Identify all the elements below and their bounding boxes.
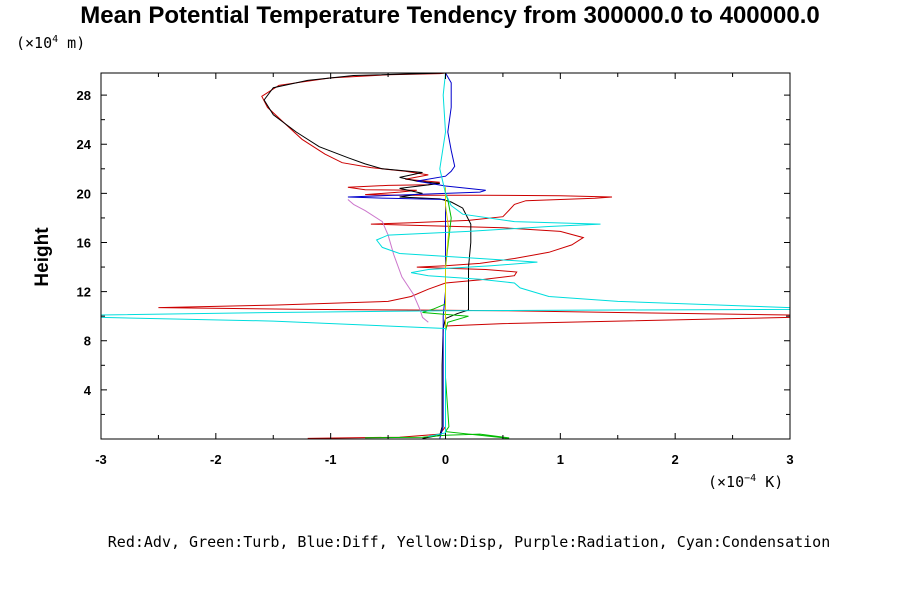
chart-title: Mean Potential Temperature Tendency from… (80, 2, 820, 29)
legend-text: Red:Adv, Green:Turb, Blue:Diff, Yellow:D… (107, 533, 831, 551)
axis-ticks (100, 73, 791, 439)
x-axis-unit: (×10−4 K) (708, 473, 783, 491)
y-axis-unit: (×104 m) (16, 34, 85, 52)
x-tick-label: 2 (672, 452, 679, 467)
series-line-6 (101, 73, 790, 437)
x-tick-label: 3 (786, 452, 793, 467)
series-line-1 (263, 73, 472, 439)
y-unit-suffix: m) (58, 34, 86, 52)
series-line-5 (347, 199, 429, 323)
y-unit-exponent: 4 (52, 34, 59, 45)
x-tick-label: -1 (325, 452, 337, 467)
y-tick-label: 20 (77, 186, 91, 201)
y-tick-label: 4 (84, 383, 92, 398)
x-tick-label: -2 (210, 452, 222, 467)
x-unit-exponent: −4 (744, 473, 757, 484)
x-tick-label: -3 (95, 452, 107, 467)
y-tick-label: 12 (77, 285, 91, 300)
y-tick-label: 24 (77, 137, 92, 152)
plot-lines (101, 73, 790, 439)
x-tick-label: 0 (442, 452, 449, 467)
series-line-2 (347, 73, 486, 439)
x-unit-prefix: (×10 (708, 473, 745, 491)
y-tick-label: 28 (77, 88, 91, 103)
x-unit-suffix: K) (756, 473, 784, 491)
y-tick-label: 16 (77, 235, 91, 250)
y-unit-prefix: (×10 (16, 34, 53, 52)
series-line-0 (158, 73, 790, 439)
x-tick-label: 1 (557, 452, 564, 467)
y-tick-label: 8 (84, 334, 91, 349)
